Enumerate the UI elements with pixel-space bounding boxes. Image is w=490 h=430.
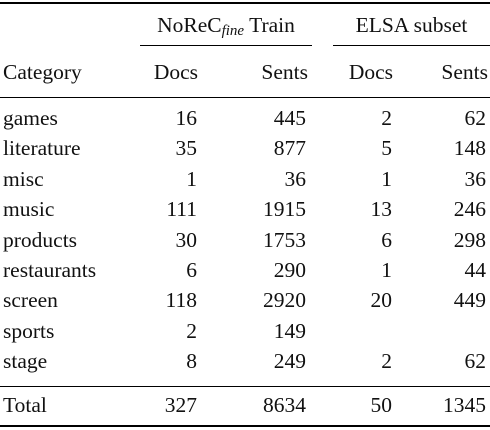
row-norec-sents: 149 xyxy=(273,318,306,343)
total-elsa-sents: 1345 xyxy=(443,393,486,417)
header-rule xyxy=(0,97,490,98)
row-elsa-sents: 449 xyxy=(453,288,486,313)
row-elsa-docs: 13 xyxy=(370,197,393,222)
total-elsa-docs: 50 xyxy=(370,393,393,417)
row-category: stage xyxy=(3,349,48,374)
row-category: literature xyxy=(3,136,81,161)
row-category: games xyxy=(3,106,58,130)
row-elsa-docs: 5 xyxy=(381,136,392,161)
row-norec-sents: 1915 xyxy=(263,197,306,222)
row-elsa-sents: 44 xyxy=(464,258,487,282)
bottom-rule xyxy=(0,425,490,427)
row-norec-docs: 30 xyxy=(175,227,198,252)
row-elsa-sents: 36 xyxy=(464,166,487,191)
norec-train-header: NoReCfine Train xyxy=(157,13,295,39)
row-norec-sents: 290 xyxy=(273,258,306,282)
row-elsa-sents: 148 xyxy=(453,136,486,161)
row-norec-docs: 111 xyxy=(166,197,197,222)
row-elsa-sents: 62 xyxy=(464,106,487,130)
total-rule xyxy=(0,386,490,387)
row-elsa-docs: 2 xyxy=(381,106,392,130)
row-category: sports xyxy=(3,318,55,343)
elsa-docs-header: Docs xyxy=(348,60,393,84)
row-category: products xyxy=(3,227,78,252)
elsa-subset-header: ELSA subset xyxy=(355,13,468,37)
norec-sents-header: Sents xyxy=(261,60,308,84)
row-category: music xyxy=(3,197,55,222)
row-elsa-docs: 1 xyxy=(381,166,392,191)
row-category: screen xyxy=(3,288,58,313)
row-norec-sents: 249 xyxy=(273,349,306,374)
row-elsa-docs: 1 xyxy=(381,258,392,282)
top-rule xyxy=(0,2,490,4)
row-elsa-docs: 6 xyxy=(381,227,392,252)
row-norec-docs: 1 xyxy=(186,166,197,191)
row-norec-docs: 16 xyxy=(175,106,198,130)
row-norec-sents: 2920 xyxy=(263,288,306,313)
row-norec-docs: 8 xyxy=(186,349,197,374)
row-elsa-docs: 20 xyxy=(370,288,393,313)
row-elsa-docs: 2 xyxy=(381,349,392,374)
row-elsa-sents: 298 xyxy=(453,227,486,252)
row-category: misc xyxy=(3,166,44,191)
elsa-group-rule xyxy=(333,45,490,46)
row-norec-sents: 877 xyxy=(273,136,306,161)
elsa-sents-header: Sents xyxy=(441,60,488,84)
row-norec-sents: 1753 xyxy=(263,227,306,252)
category-header: Category xyxy=(3,60,82,84)
total-norec-sents: 8634 xyxy=(263,393,306,417)
row-norec-docs: 118 xyxy=(165,288,197,313)
row-elsa-sents: 246 xyxy=(453,197,486,222)
norec-docs-header: Docs xyxy=(153,60,198,84)
row-norec-docs: 35 xyxy=(175,136,198,161)
norec-group-rule xyxy=(140,45,312,46)
row-category: restaurants xyxy=(3,258,97,282)
row-norec-sents: 445 xyxy=(273,106,306,130)
row-elsa-sents: 62 xyxy=(464,349,487,374)
total-label: Total xyxy=(3,393,47,417)
total-norec-docs: 327 xyxy=(164,393,197,417)
row-norec-docs: 2 xyxy=(186,318,197,343)
row-norec-sents: 36 xyxy=(284,166,307,191)
row-norec-docs: 6 xyxy=(186,258,197,282)
